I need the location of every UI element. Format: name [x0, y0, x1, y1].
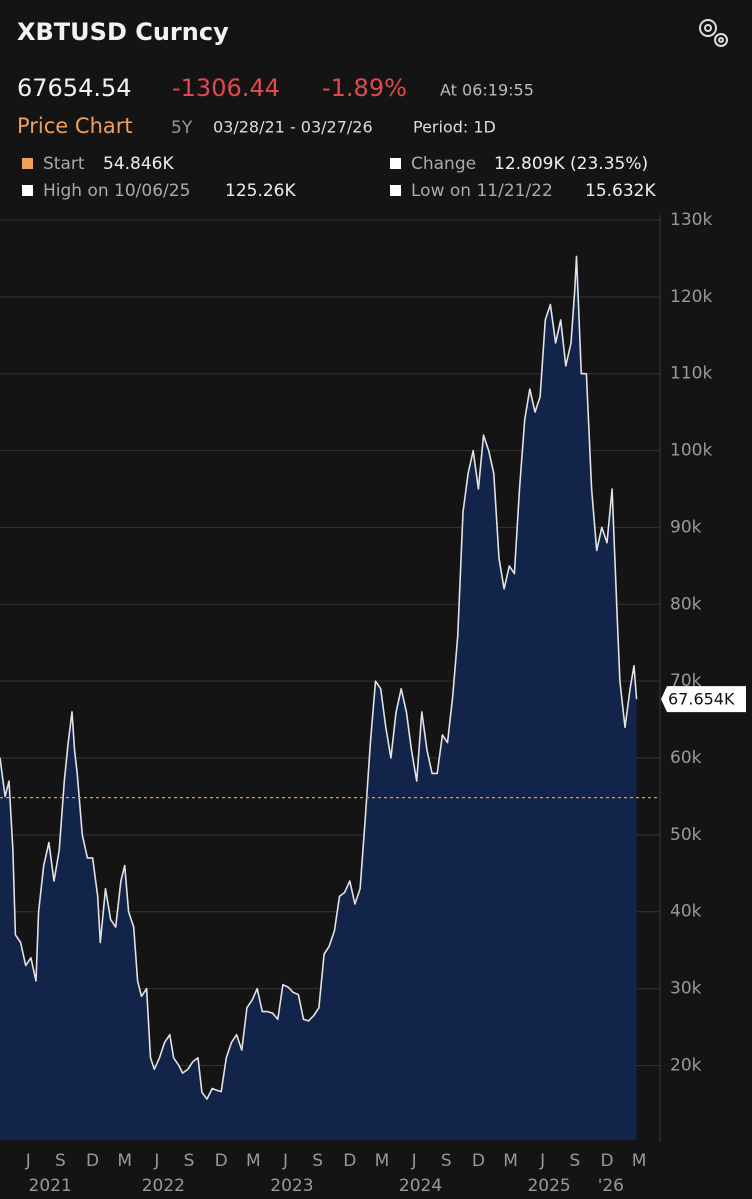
year-label: 2021	[29, 1176, 72, 1196]
y-tick-label: 100k	[670, 441, 712, 461]
x-tick-label: M	[375, 1151, 390, 1171]
dates[interactable]: 03/28/21 - 03/27/26	[213, 118, 373, 137]
x-tick-label: D	[215, 1151, 228, 1171]
x-tick-label: S	[184, 1151, 195, 1171]
x-tick-label: S	[55, 1151, 66, 1171]
x-tick-label: J	[153, 1151, 159, 1171]
range[interactable]: 5Y	[171, 118, 193, 138]
high-swatch	[22, 185, 33, 196]
high-value: 125.26K	[225, 181, 296, 201]
last-price-badge	[661, 686, 746, 713]
start-label: Start	[43, 154, 85, 174]
y-tick-label: 60k	[670, 748, 702, 768]
time: At 06:19:55	[440, 81, 534, 100]
low-label: Low on 11/21/22	[411, 181, 553, 201]
change-pct: -1.89%	[322, 74, 407, 102]
low-swatch	[390, 185, 401, 196]
year-label: '26	[598, 1176, 624, 1196]
x-tick-label: J	[25, 1151, 31, 1171]
x-tick-label: D	[472, 1151, 485, 1171]
chart-name: Price Chart	[17, 114, 133, 138]
title: XBTUSD Curncy	[17, 18, 229, 46]
change-value: 12.809K (23.35%)	[494, 154, 648, 174]
change-label: Change	[411, 154, 476, 174]
x-tick-label: J	[539, 1151, 545, 1171]
year-label: 2023	[270, 1176, 313, 1196]
x-tick-label: J	[282, 1151, 288, 1171]
year-label: 2024	[399, 1176, 442, 1196]
x-tick-label: D	[600, 1151, 613, 1171]
area	[0, 256, 637, 1140]
y-tick-label: 80k	[670, 594, 702, 614]
y-tick-label: 20k	[670, 1055, 702, 1075]
x-tick-label: M	[117, 1151, 132, 1171]
year-label: 2025	[527, 1176, 570, 1196]
x-tick-label: M	[632, 1151, 647, 1171]
price: 67654.54	[17, 74, 132, 102]
x-tick-label: S	[441, 1151, 452, 1171]
x-tick-label: S	[312, 1151, 323, 1171]
y-tick-label: 70k	[670, 671, 702, 691]
line	[0, 255, 638, 1100]
low-value: 15.632K	[585, 181, 656, 201]
y-tick-label: 50k	[670, 825, 702, 845]
start-swatch	[22, 158, 33, 169]
x-tick-label: D	[86, 1151, 99, 1171]
last-price-label: 67.654K	[668, 690, 735, 709]
y-tick-label: 130k	[670, 210, 712, 230]
x-tick-label: M	[246, 1151, 261, 1171]
y-tick-label: 110k	[670, 364, 712, 384]
x-tick-label: D	[343, 1151, 356, 1171]
plot: 20k 30k 40k 50k 60k 70k 80k 90k 100k 110k 120k 130k…	[0, 210, 746, 1196]
year-label: 2022	[142, 1176, 185, 1196]
start-value: 54.846K	[103, 154, 174, 174]
y-tick-label: 120k	[670, 287, 712, 307]
period[interactable]: Period: 1D	[413, 118, 496, 137]
x-tick-label: J	[411, 1151, 417, 1171]
x-tick-label: M	[503, 1151, 518, 1171]
y-tick-label: 40k	[670, 902, 702, 922]
x-tick-label: S	[569, 1151, 580, 1171]
y-tick-label: 30k	[670, 979, 702, 999]
settings-icon[interactable]	[699, 19, 728, 47]
high-label: High on 10/06/25	[43, 181, 190, 201]
y-tick-label: 90k	[670, 517, 702, 537]
change-swatch	[390, 158, 401, 169]
change: -1306.44	[172, 74, 280, 102]
